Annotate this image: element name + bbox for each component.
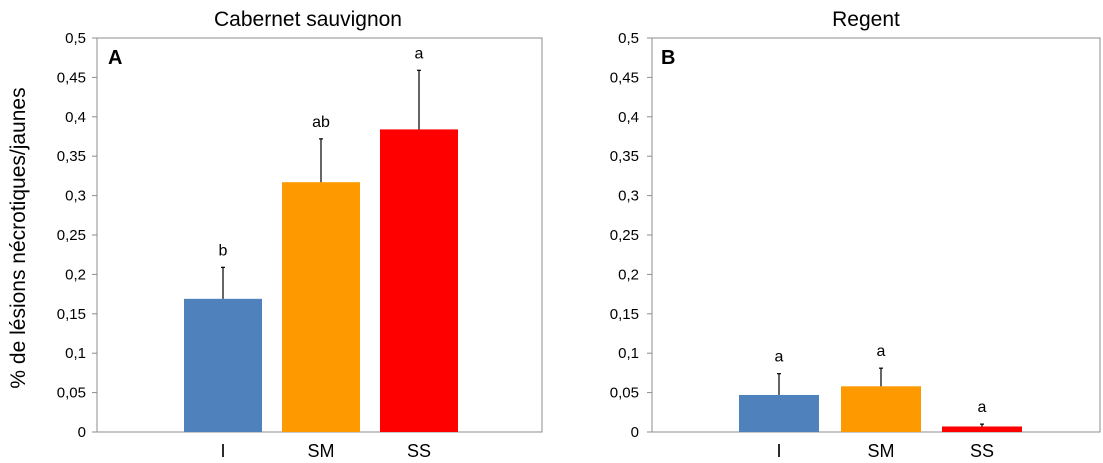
y-tick-label: 0,5 — [65, 30, 86, 47]
y-tick-label: 0,4 — [65, 109, 86, 126]
y-tick-label: 0 — [631, 424, 639, 441]
y-tick-label: 0,15 — [57, 306, 86, 323]
significance-label: a — [415, 45, 424, 62]
y-tick-label: 0 — [78, 424, 86, 441]
y-tick-label: 0,1 — [618, 345, 639, 362]
x-tick-label: SM — [308, 441, 335, 461]
y-tick-label: 0,3 — [65, 188, 86, 205]
y-tick-label: 0,4 — [618, 109, 639, 126]
y-tick-label: 0,25 — [610, 227, 639, 244]
significance-label: b — [219, 242, 228, 259]
y-tick-label: 0,2 — [65, 266, 86, 283]
plot-frame — [651, 37, 1101, 433]
y-tick-label: 0,45 — [57, 69, 86, 86]
y-tick-label: 0,15 — [610, 306, 639, 323]
bar-i — [739, 394, 819, 432]
x-tick-label: SM — [868, 441, 895, 461]
y-tick-label: 0,45 — [610, 69, 639, 86]
y-tick-label: 0,05 — [57, 385, 86, 402]
bar-sm — [841, 386, 921, 432]
bar-ss — [942, 426, 1022, 432]
y-tick-label: 0,35 — [57, 148, 86, 165]
significance-label: a — [877, 343, 886, 360]
significance-label: a — [775, 349, 784, 366]
bar-ss — [380, 129, 458, 432]
y-tick-label: 0,35 — [610, 148, 639, 165]
y-tick-label: 0,2 — [618, 266, 639, 283]
panel-label: A — [108, 47, 122, 69]
panel-b: Regent B 0 0,05 0,1 0,15 0,2 0,25 0,3 0,35 0,4 0,… — [610, 8, 1101, 461]
y-tick-label: 0,5 — [618, 30, 639, 47]
y-tick-label: 0,3 — [618, 188, 639, 205]
bar-sm — [282, 182, 360, 432]
y-tick-label: 0,1 — [65, 345, 86, 362]
chart-title: Cabernet sauvignon — [214, 8, 402, 31]
significance-label: a — [978, 399, 987, 416]
x-tick-label: I — [776, 441, 781, 461]
y-axis-label: % de lésions nécrotiques/jaunes — [7, 87, 30, 388]
y-tick-label: 0,25 — [57, 227, 86, 244]
x-tick-label: SS — [407, 441, 431, 461]
x-tick-label: SS — [970, 441, 994, 461]
panel-a: Cabernet sauvignon A 0 0,05 0,1 0,15 0,2 0,25… — [57, 8, 543, 461]
significance-label: ab — [312, 114, 330, 131]
y-tick-label: 0,05 — [610, 385, 639, 402]
x-tick-label: I — [220, 441, 225, 461]
bar-i — [184, 298, 262, 432]
chart-title: Regent — [832, 8, 900, 31]
panel-label: B — [661, 47, 675, 69]
